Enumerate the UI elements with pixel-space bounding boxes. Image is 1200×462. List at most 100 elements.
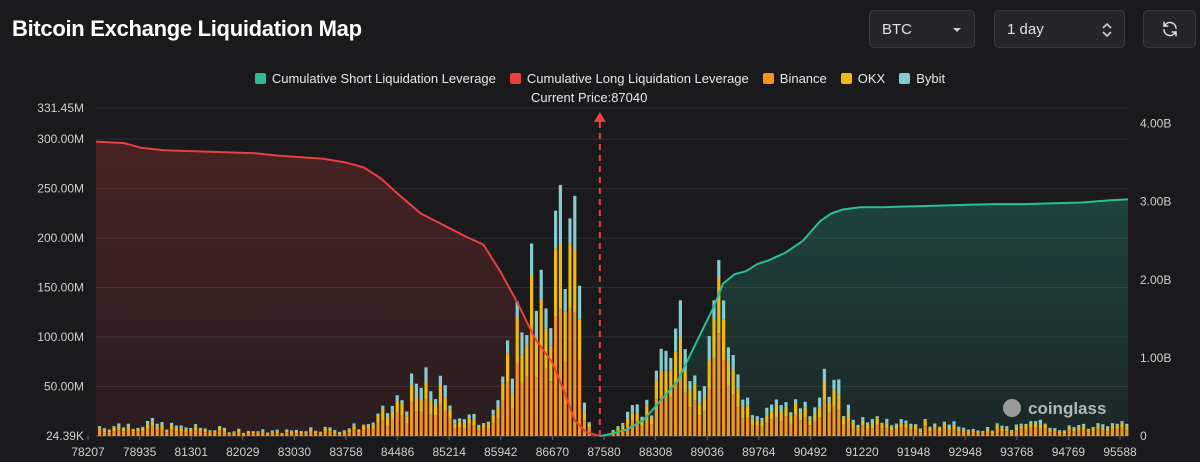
- bar-binance: [328, 431, 332, 436]
- bar-okx: [1010, 431, 1014, 434]
- bar-okx: [822, 380, 826, 400]
- coin-select[interactable]: BTC: [869, 10, 975, 48]
- bar-okx: [962, 429, 966, 432]
- legend-long-cum[interactable]: Cumulative Long Liquidation Leverage: [509, 71, 749, 86]
- bar-bybit: [429, 391, 433, 401]
- bar-binance: [1110, 429, 1114, 436]
- bar-binance: [477, 430, 481, 436]
- legend-okx[interactable]: OKX: [840, 71, 885, 86]
- bar-okx: [155, 426, 159, 430]
- bar-binance: [947, 430, 951, 436]
- bar-okx: [222, 428, 226, 432]
- bar-bybit: [179, 425, 183, 429]
- bar-binance: [726, 385, 730, 436]
- bar-binance: [491, 423, 495, 436]
- bar-okx: [146, 424, 150, 429]
- x-axis: 78207 78935 81301 82029 83030 83758 84486 85214…: [71, 445, 1137, 459]
- bar-okx: [242, 433, 246, 435]
- bar-okx: [510, 393, 514, 409]
- bar-bybit: [722, 300, 726, 320]
- bar-okx: [794, 403, 798, 415]
- bar-binance: [246, 433, 250, 436]
- bar-binance: [280, 434, 284, 436]
- bar-okx: [1115, 425, 1119, 429]
- bar-bybit: [314, 430, 318, 432]
- bar-binance: [1106, 431, 1110, 436]
- bar-binance: [760, 426, 764, 436]
- bar-bybit: [760, 417, 764, 421]
- x-tick-label: 89036: [691, 445, 725, 459]
- bar-binance: [573, 312, 577, 436]
- bar-okx: [1120, 422, 1124, 428]
- bar-okx: [870, 423, 874, 429]
- bar-bybit: [1038, 419, 1042, 425]
- bar-okx: [726, 361, 730, 386]
- bar-okx: [189, 429, 193, 432]
- bar-bybit: [237, 428, 241, 430]
- bar-binance: [323, 431, 327, 436]
- bar-bybit: [275, 429, 279, 432]
- bar-bybit: [736, 374, 740, 389]
- bar-binance: [256, 433, 260, 436]
- bar-okx: [390, 410, 394, 420]
- bar-bybit: [698, 390, 702, 404]
- legend-swatch: [509, 73, 521, 84]
- bar-okx: [136, 429, 140, 432]
- bar-binance: [309, 431, 313, 436]
- bar-bybit: [957, 426, 961, 429]
- bar-binance: [1019, 428, 1023, 436]
- bar-okx: [750, 418, 754, 426]
- bar-okx: [208, 431, 212, 433]
- bar-okx: [683, 370, 687, 393]
- bar-binance: [803, 417, 807, 436]
- bar-bybit: [443, 385, 447, 398]
- bar-binance: [1058, 433, 1062, 436]
- bar-bybit: [491, 409, 495, 415]
- bar-okx: [774, 405, 778, 418]
- bar-bybit: [1082, 423, 1086, 427]
- bar-bybit: [208, 430, 212, 432]
- legend-bybit[interactable]: Bybit: [899, 71, 945, 86]
- y-right-tick-label: 3.00B: [1140, 195, 1171, 209]
- bar-bybit: [707, 336, 711, 361]
- bar-binance: [544, 367, 548, 436]
- bar-binance: [674, 385, 678, 436]
- bar-bybit: [482, 423, 486, 425]
- refresh-button[interactable]: [1143, 10, 1196, 48]
- bar-bybit: [496, 400, 500, 408]
- bar-bybit: [1019, 423, 1023, 426]
- bar-binance: [126, 429, 130, 436]
- bar-bybit: [650, 415, 654, 417]
- bar-binance: [645, 414, 649, 436]
- coinglass-logo-icon: [1003, 399, 1021, 417]
- legend-binance[interactable]: Binance: [762, 71, 827, 86]
- bar-binance: [448, 418, 452, 436]
- bar-bybit: [846, 404, 850, 414]
- bar-bybit: [1072, 427, 1076, 429]
- time-range-select[interactable]: 1 day: [994, 10, 1125, 48]
- bar-okx: [1048, 429, 1052, 433]
- bar-bybit: [794, 399, 798, 404]
- bar-okx: [395, 400, 399, 413]
- bar-okx: [755, 420, 759, 426]
- bar-binance: [938, 430, 942, 436]
- bar-okx: [1086, 430, 1090, 433]
- bar-bybit: [832, 379, 836, 390]
- bar-binance: [794, 414, 798, 436]
- bar-okx: [890, 426, 894, 431]
- bar-binance: [717, 333, 721, 436]
- bar-binance: [232, 433, 236, 436]
- bar-okx: [1024, 425, 1028, 430]
- short-cum-line: [599, 198, 1129, 437]
- bar-binance: [290, 433, 294, 436]
- bar-bybit: [309, 427, 313, 430]
- bar-okx: [966, 431, 970, 433]
- bar-okx: [520, 354, 524, 384]
- legend-short-cum[interactable]: Cumulative Short Liquidation Leverage: [254, 71, 496, 86]
- bar-okx: [803, 407, 807, 418]
- bar-bybit: [645, 399, 649, 406]
- coinglass-watermark: coinglass: [1003, 399, 1106, 418]
- y-axis-left: 24.39K 50.00M 100.00M 150.00M 200.00M 250.00M…: [37, 101, 84, 443]
- bar-bybit: [1110, 423, 1114, 426]
- x-tick-label: 78207: [71, 445, 105, 459]
